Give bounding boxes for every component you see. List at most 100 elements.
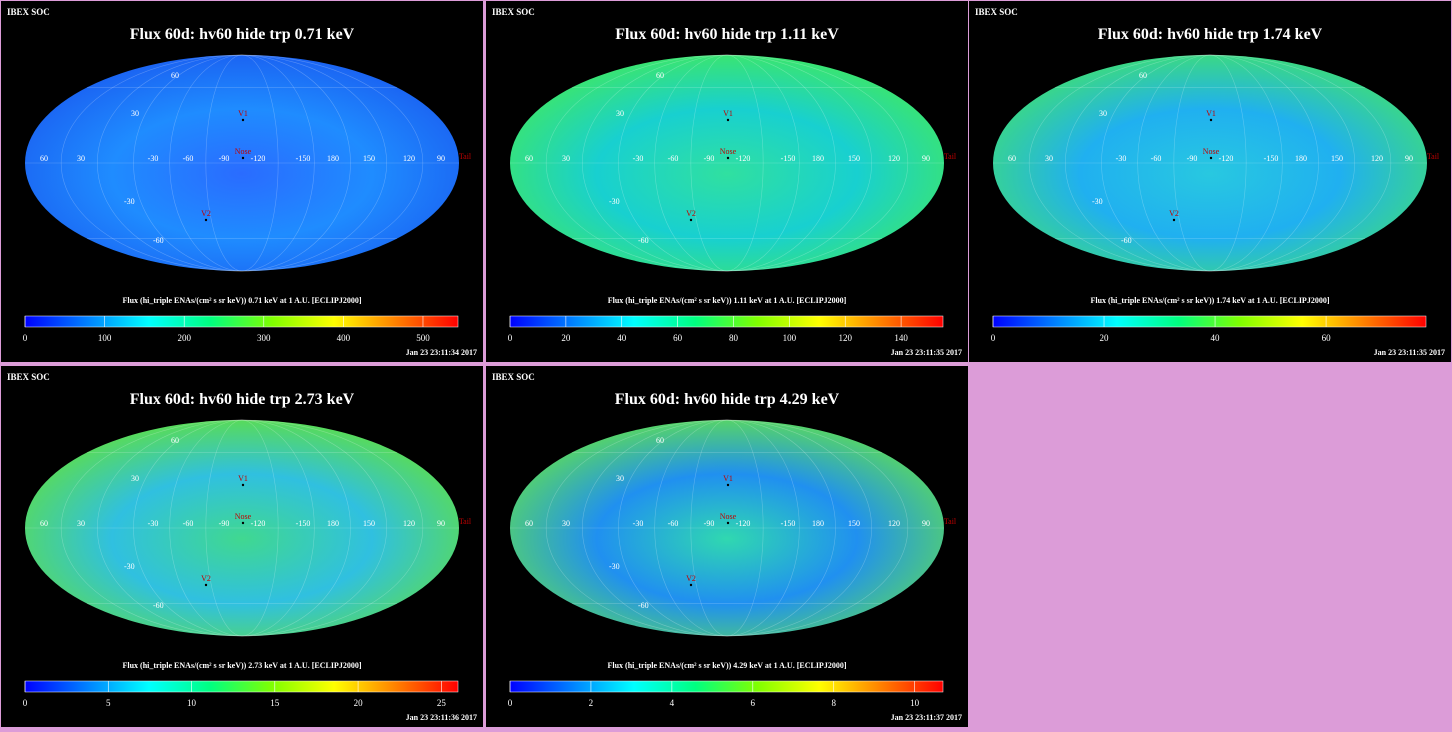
lon-label: -30	[633, 519, 644, 528]
marker-dot	[204, 583, 208, 587]
title: Flux 60d: hv60 hide trp 1.11 keV	[615, 26, 839, 43]
lon-label: 150	[363, 519, 375, 528]
colorbar-tick-label: 20	[1100, 333, 1110, 343]
marker-dot	[1209, 118, 1213, 122]
marker-label: V2	[201, 209, 211, 218]
lat-label: -60	[638, 601, 649, 610]
meridian	[133, 54, 351, 272]
lon-label: -30	[148, 519, 159, 528]
lon-label: 90	[437, 154, 445, 163]
marker-label: Nose	[720, 147, 737, 156]
colorbar-tick-label: 40	[1211, 333, 1221, 343]
meridian	[654, 419, 800, 637]
timestamp: Jan 23 23:11:37 2017	[891, 713, 962, 722]
lon-label: 30	[562, 154, 570, 163]
colorbar-label: Flux (hi_triple ENAs/(cm² s sr keV)) 0.7…	[123, 296, 362, 305]
colorbar	[992, 315, 1427, 328]
lat-label: -60	[153, 236, 164, 245]
colorbar-tick-label: 2	[589, 698, 594, 708]
colorbar-tick-label: 0	[508, 698, 513, 708]
marker-label: V1	[238, 109, 248, 118]
lat-label: 30	[616, 109, 624, 118]
lon-label: 180	[327, 519, 339, 528]
colorbar-tick-label: 100	[98, 333, 112, 343]
lon-label: -90	[219, 154, 230, 163]
lon-label: -120	[736, 154, 751, 163]
marker-label: V2	[1169, 209, 1179, 218]
lon-label: -90	[219, 519, 230, 528]
meridian	[582, 54, 872, 272]
colorbar-tick-label: 60	[673, 333, 683, 343]
lon-label: 150	[848, 154, 860, 163]
meridian	[654, 54, 800, 272]
title: Flux 60d: hv60 hide trp 0.71 keV	[130, 26, 355, 43]
marker-label: Tail	[459, 152, 472, 161]
lat-label: -30	[609, 562, 620, 571]
meridian	[97, 54, 387, 272]
marker-dot	[1172, 218, 1176, 222]
lon-label: 180	[1295, 154, 1307, 163]
lon-label: -120	[736, 519, 751, 528]
header: IBEX SOC	[7, 372, 50, 382]
marker-label: Tail	[1427, 152, 1440, 161]
meridian	[545, 54, 909, 272]
marker-label: V1	[238, 474, 248, 483]
colorbar-tick-label: 0	[991, 333, 996, 343]
marker-dot	[689, 583, 693, 587]
marker-dot	[241, 483, 245, 487]
lon-label: -150	[296, 519, 311, 528]
lat-label: 60	[171, 436, 179, 445]
colorbar-tick-label: 40	[617, 333, 627, 343]
marker-label: Nose	[235, 147, 252, 156]
meridian	[205, 54, 279, 272]
colorbar-tick-label: 500	[416, 333, 430, 343]
panel-svg: IBEX SOC Flux 60d: hv60 hide trp 1.74 keV…	[975, 7, 1445, 357]
colorbar-label: Flux (hi_triple ENAs/(cm² s sr keV)) 4.2…	[608, 661, 847, 670]
lon-label: -120	[251, 519, 266, 528]
lon-label: -60	[668, 519, 679, 528]
marker-label: Nose	[720, 512, 737, 521]
lon-label: 30	[562, 519, 570, 528]
colorbar-tick-label: 120	[838, 333, 852, 343]
marker-dot	[948, 526, 952, 530]
colorbar-tick-label: 10	[910, 698, 920, 708]
timestamp: Jan 23 23:11:35 2017	[891, 348, 962, 357]
meridian	[60, 419, 424, 637]
colorbar-tick-label: 140	[894, 333, 908, 343]
header: IBEX SOC	[492, 372, 535, 382]
meridian	[1137, 54, 1283, 272]
lon-label: 180	[812, 519, 824, 528]
lat-label: 60	[171, 71, 179, 80]
lon-label: -150	[781, 154, 796, 163]
colorbar-tick-label: 6	[751, 698, 756, 708]
meridian	[690, 419, 764, 637]
header: IBEX SOC	[492, 7, 535, 17]
meridian	[133, 419, 351, 637]
lon-label: 60	[525, 154, 533, 163]
meridian	[1173, 54, 1247, 272]
marker-dot	[1431, 161, 1435, 165]
marker-label: Tail	[944, 517, 957, 526]
meridian	[582, 419, 872, 637]
marker-label: V2	[201, 574, 211, 583]
lat-label: 60	[656, 436, 664, 445]
meridian	[169, 419, 315, 637]
marker-label: V2	[686, 574, 696, 583]
lat-label: -60	[153, 601, 164, 610]
timestamp: Jan 23 23:11:34 2017	[406, 348, 477, 357]
lon-label: 90	[1405, 154, 1413, 163]
colorbar-tick-label: 20	[354, 698, 364, 708]
lon-label: -90	[704, 519, 715, 528]
sky-map	[510, 420, 944, 636]
lon-label: 120	[403, 154, 415, 163]
lon-label: 150	[363, 154, 375, 163]
lon-label: 150	[848, 519, 860, 528]
colorbar-label: Flux (hi_triple ENAs/(cm² s sr keV)) 2.7…	[123, 661, 362, 670]
marker-dot	[726, 118, 730, 122]
colorbar-label: Flux (hi_triple ENAs/(cm² s sr keV)) 1.1…	[608, 296, 847, 305]
lon-label: 30	[1045, 154, 1053, 163]
meridian	[60, 54, 424, 272]
lon-label: -30	[633, 154, 644, 163]
marker-label: V1	[723, 474, 733, 483]
lon-label: 120	[1371, 154, 1383, 163]
